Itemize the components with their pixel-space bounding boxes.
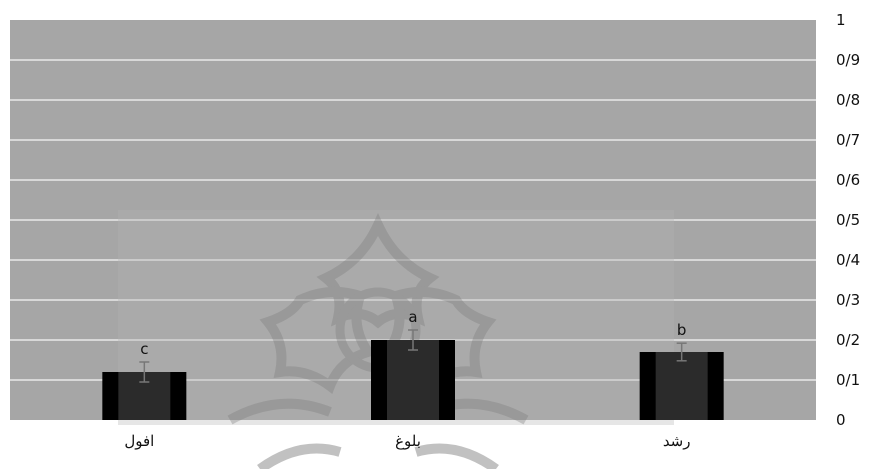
y-tick-label: 0/4 <box>836 251 860 269</box>
y-tick-label: 0/2 <box>836 331 860 349</box>
error-bar <box>139 361 150 383</box>
data-label: b <box>677 321 687 339</box>
y-tick-label: 0/5 <box>836 211 860 229</box>
error-bars <box>139 329 687 383</box>
y-tick-label: 1 <box>836 11 846 29</box>
data-label: a <box>408 308 417 326</box>
x-category-label: بلوغ <box>395 432 421 450</box>
y-tick-label: 0/7 <box>836 131 860 149</box>
x-axis-labels: افول بلوغ رشد <box>124 432 690 450</box>
y-tick-label: 0/6 <box>836 171 860 189</box>
x-category-label: افول <box>124 432 154 450</box>
x-category-label: رشد <box>663 432 691 450</box>
bar <box>639 352 724 420</box>
y-tick-label: 0/3 <box>836 291 860 309</box>
y-tick-label: 0 <box>836 411 846 429</box>
bar <box>371 340 455 420</box>
error-bar <box>676 342 687 362</box>
y-axis-ticks: 0 0/1 0/2 0/3 0/4 0/5 0/6 0/7 0/8 0/9 1 <box>836 11 860 429</box>
y-tick-label: 0/8 <box>836 91 860 109</box>
watermark-emblem <box>118 210 674 469</box>
data-labels: c a b <box>140 308 686 358</box>
error-bar <box>408 329 418 351</box>
y-tick-label: 0/9 <box>836 51 860 69</box>
data-label: c <box>140 340 148 358</box>
y-tick-label: 0/1 <box>836 371 860 389</box>
